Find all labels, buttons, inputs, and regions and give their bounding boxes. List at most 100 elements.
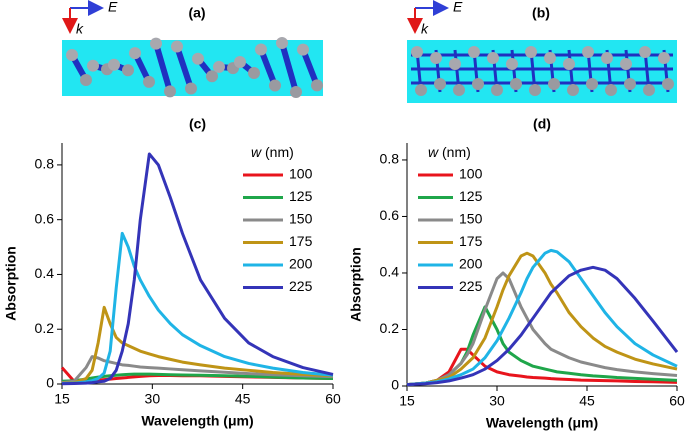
rod bbox=[153, 42, 173, 93]
atom bbox=[213, 60, 225, 73]
legend-label: 100 bbox=[289, 166, 313, 182]
atom bbox=[525, 46, 537, 58]
atom bbox=[586, 78, 598, 90]
atom bbox=[234, 56, 246, 69]
legend-label: 225 bbox=[289, 278, 313, 294]
series-line bbox=[61, 152, 334, 386]
x-tick-label: 60 bbox=[669, 393, 685, 409]
y-tick-label: 0.4 bbox=[35, 265, 55, 281]
legend-title-symbol: w bbox=[251, 144, 262, 160]
series-line bbox=[61, 305, 334, 385]
x-tick-label: 45 bbox=[235, 391, 251, 407]
series-line bbox=[406, 248, 678, 387]
atom bbox=[297, 43, 309, 56]
series-line bbox=[61, 372, 334, 383]
substrate bbox=[407, 40, 677, 103]
x-axis-label: Wavelength (μm) bbox=[141, 413, 253, 429]
atom bbox=[582, 46, 594, 58]
y-tick-label: 0 bbox=[391, 377, 399, 393]
atom bbox=[164, 85, 176, 98]
atom bbox=[290, 85, 302, 98]
atom bbox=[567, 84, 579, 96]
x-tick-label: 60 bbox=[325, 391, 341, 407]
rod bbox=[258, 48, 278, 87]
x-tick-label: 15 bbox=[399, 393, 415, 409]
y-tick-label: 0 bbox=[46, 375, 54, 391]
x-tick-label: 30 bbox=[145, 391, 161, 407]
atom bbox=[453, 84, 465, 96]
atom bbox=[80, 74, 92, 86]
atom bbox=[129, 47, 141, 60]
atom bbox=[430, 52, 442, 64]
y-axis-label: Absorption bbox=[3, 246, 19, 321]
y-tick-label: 0.6 bbox=[380, 207, 400, 223]
field-label: E bbox=[453, 0, 463, 15]
series-line bbox=[406, 271, 678, 387]
legend-label: 200 bbox=[459, 256, 483, 272]
field-label: E bbox=[108, 0, 118, 15]
atom bbox=[143, 75, 155, 88]
atom bbox=[468, 46, 480, 58]
legend-label: 150 bbox=[289, 211, 313, 227]
atom bbox=[108, 58, 120, 71]
atom bbox=[150, 37, 162, 50]
panel-label: (b) bbox=[532, 5, 550, 21]
legend-label: 225 bbox=[459, 278, 483, 294]
y-tick-label: 0.2 bbox=[380, 320, 400, 336]
legend-label: 200 bbox=[289, 256, 313, 272]
legend-label: 100 bbox=[459, 166, 483, 182]
atom bbox=[472, 78, 484, 90]
y-tick-label: 0.8 bbox=[380, 151, 400, 167]
atom bbox=[506, 58, 518, 70]
x-tick-label: 15 bbox=[54, 391, 70, 407]
atom bbox=[544, 52, 556, 64]
atom bbox=[563, 58, 575, 70]
atom bbox=[122, 64, 134, 77]
wave-label: k bbox=[76, 21, 84, 37]
atom bbox=[434, 78, 446, 90]
series-line bbox=[61, 231, 334, 385]
series-line bbox=[406, 251, 678, 387]
legend-label: 150 bbox=[459, 211, 483, 227]
atom bbox=[255, 43, 267, 56]
atom bbox=[510, 78, 522, 90]
atom bbox=[248, 66, 260, 79]
legend-label: 175 bbox=[289, 233, 313, 249]
atom bbox=[206, 70, 218, 83]
legend-label: 175 bbox=[459, 233, 483, 249]
atom bbox=[620, 58, 632, 70]
x-tick-label: 45 bbox=[579, 393, 595, 409]
atom bbox=[662, 78, 674, 90]
wave-label: k bbox=[421, 21, 429, 37]
atom bbox=[66, 49, 78, 61]
atom bbox=[415, 84, 427, 96]
y-tick-label: 0.2 bbox=[35, 320, 55, 336]
legend-label: 125 bbox=[459, 188, 483, 204]
legend-label: 125 bbox=[289, 188, 313, 204]
chart-title: (d) bbox=[533, 116, 551, 132]
legend-title: w (nm) bbox=[251, 144, 294, 160]
atom bbox=[529, 84, 541, 96]
atom bbox=[449, 58, 461, 70]
atom bbox=[185, 82, 197, 95]
atom bbox=[491, 84, 503, 96]
panel-label: (a) bbox=[188, 5, 205, 21]
rod bbox=[279, 42, 299, 93]
atom bbox=[643, 84, 655, 96]
atom bbox=[171, 40, 183, 53]
y-axis-label: Absorption bbox=[348, 247, 364, 322]
legend-title-unit: (nm) bbox=[442, 144, 471, 160]
atom bbox=[624, 78, 636, 90]
atom bbox=[411, 46, 423, 58]
atom bbox=[87, 59, 99, 72]
y-tick-label: 0.6 bbox=[35, 210, 55, 226]
atom bbox=[311, 79, 323, 92]
chart-title: (c) bbox=[189, 116, 206, 132]
atom bbox=[276, 37, 288, 50]
atom bbox=[269, 79, 281, 92]
legend-title: w (nm) bbox=[428, 144, 471, 160]
legend-title-unit: (nm) bbox=[265, 144, 294, 160]
atom bbox=[658, 52, 670, 64]
legend-title-symbol: w bbox=[428, 144, 439, 160]
